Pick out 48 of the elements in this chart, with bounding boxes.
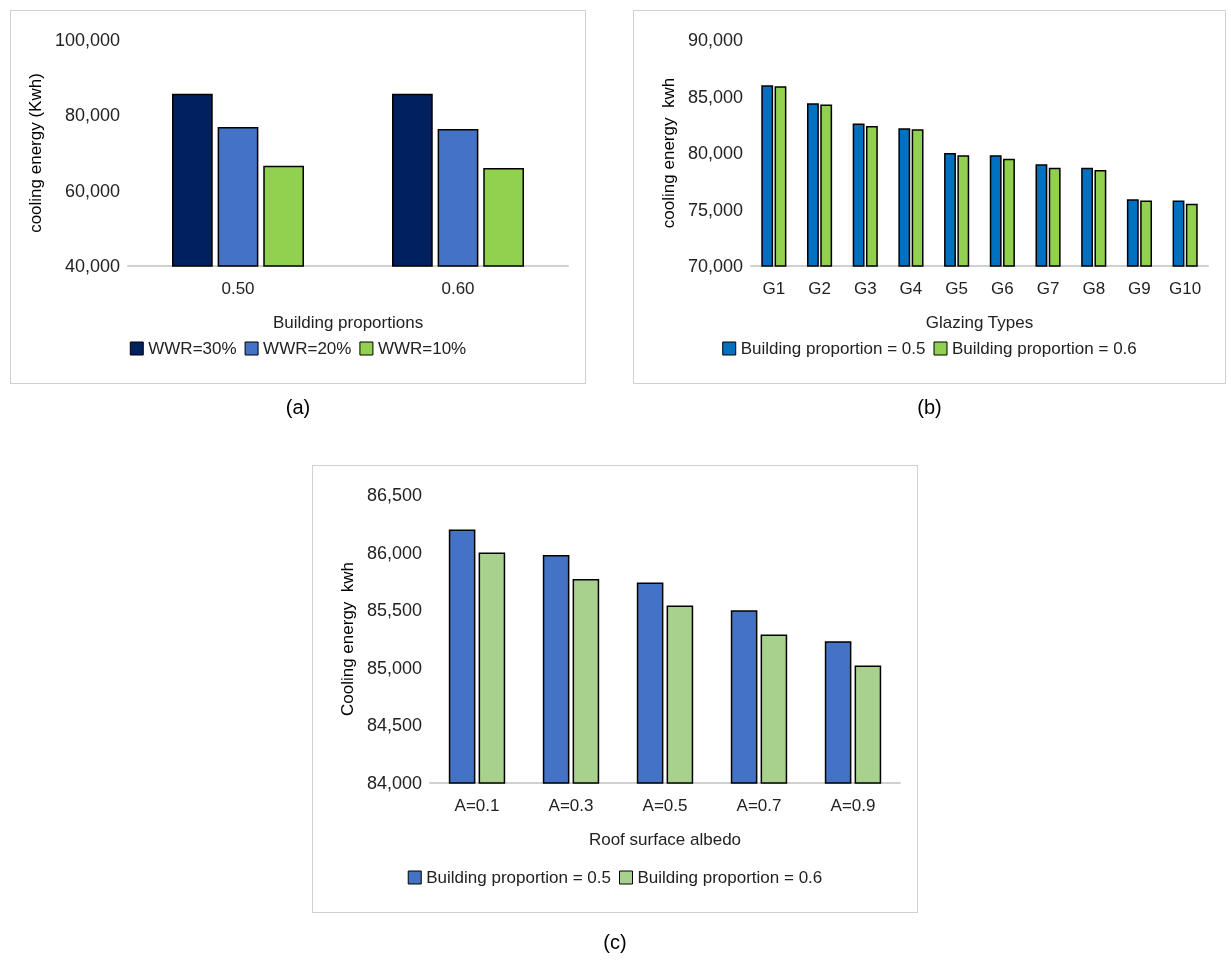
y-tick-label: 85,000 <box>366 657 422 678</box>
y-tick-label: 75,000 <box>687 199 743 220</box>
x-axis-title: Glazing Types <box>925 313 1034 332</box>
x-tick-label: G9 <box>1128 279 1151 298</box>
legend-label: Building proportion = 0.5 <box>740 339 926 358</box>
y-tick-label: 85,500 <box>366 600 422 621</box>
x-axis-title: Building proportions <box>272 313 424 332</box>
y-axis-title: cooling energy (Kwh) <box>26 73 46 233</box>
legend-label: Building proportion = 0.5 <box>426 868 612 887</box>
y-tick-label: 86,000 <box>366 542 422 563</box>
x-tick-label: G6 <box>991 279 1014 298</box>
y-tick-label: 84,500 <box>366 715 422 736</box>
x-tick-label: 0.60 <box>441 279 475 298</box>
x-tick-label: G2 <box>808 279 831 298</box>
legend-label: WWR=30% <box>148 339 237 358</box>
y-tick-label: 60,000 <box>64 180 120 201</box>
x-tick-label: G5 <box>945 279 968 298</box>
y-tick-label: 85,000 <box>687 86 743 107</box>
y-tick-label: 80,000 <box>687 143 743 163</box>
x-tick-label: A=0.7 <box>736 796 782 815</box>
x-axis-title: Roof surface albedo <box>588 830 742 849</box>
x-tick-label: A=0.5 <box>642 796 688 815</box>
y-tick-label: 70,000 <box>687 256 743 276</box>
legend-label: Building proportion = 0.6 <box>637 868 823 887</box>
y-tick-label: 40,000 <box>64 256 120 276</box>
x-tick-label: G3 <box>853 279 877 298</box>
x-tick-label: A=0.3 <box>548 796 594 815</box>
y-tick-label: 86,500 <box>366 485 422 505</box>
legend-label: WWR=10% <box>377 339 467 358</box>
y-tick-label: 90,000 <box>687 30 743 50</box>
x-tick-label: G8 <box>1082 279 1106 298</box>
x-tick-label: A=0.9 <box>830 796 876 815</box>
text: (c) <box>603 931 627 953</box>
x-tick-label: 0.50 <box>221 279 255 298</box>
legend-label: WWR=20% <box>263 339 352 358</box>
y-axis-title: Cooling energy kwh <box>338 561 358 717</box>
x-tick-label: G4 <box>899 279 923 298</box>
x-tick-label: G10 <box>1169 279 1202 298</box>
text: (a) <box>285 396 311 418</box>
y-tick-label: 80,000 <box>64 105 120 126</box>
legend-label: Building proportion = 0.6 <box>952 339 1137 358</box>
y-tick-label: 84,000 <box>366 773 422 793</box>
x-tick-label: G7 <box>1036 279 1060 298</box>
x-tick-label: A=0.1 <box>454 796 500 815</box>
text: (b) <box>917 396 942 418</box>
x-tick-label: G1 <box>762 279 786 298</box>
y-axis-title: cooling energy kwh <box>659 77 679 229</box>
y-tick-label: 100,000 <box>54 30 120 50</box>
